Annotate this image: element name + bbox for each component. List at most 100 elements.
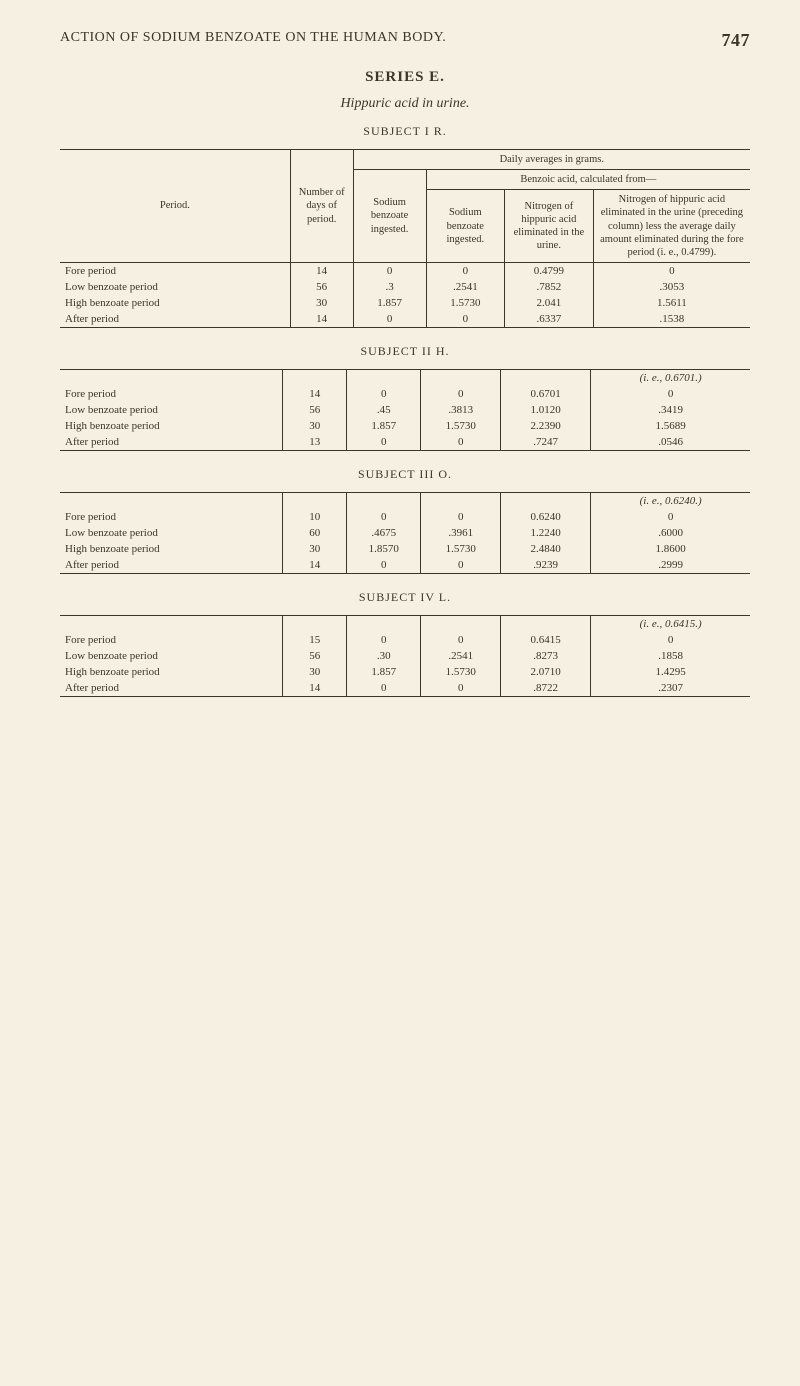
table-row: After period 14 0 0 .8722 .2307 — [60, 680, 750, 697]
cell: .9239 — [501, 557, 591, 574]
cell: 0 — [353, 262, 426, 279]
cell: 60 — [283, 525, 347, 541]
note-row: (i. e., 0.6701.) — [60, 369, 750, 386]
row-label: High benzoate period — [65, 420, 160, 432]
cell: 0 — [347, 509, 421, 525]
cell: 30 — [283, 418, 347, 434]
cell: 0.6240 — [501, 509, 591, 525]
cell: 0 — [426, 262, 504, 279]
row-label: After period — [65, 436, 119, 448]
row-label: Fore period — [65, 388, 116, 400]
cell: 1.857 — [347, 418, 421, 434]
cell: 2.4840 — [501, 541, 591, 557]
table-row: High benzoate period 30 1.857 1.5730 2.0… — [60, 295, 750, 311]
row-label: Low benzoate period — [65, 281, 158, 293]
series-title: SERIES E. — [60, 69, 750, 86]
row-label: Low benzoate period — [65, 650, 158, 662]
cell: 2.0710 — [501, 664, 591, 680]
col-benzoic-calc: Benzoic acid, calculated from— — [426, 170, 750, 190]
cell: .30 — [347, 648, 421, 664]
cell: 15 — [283, 632, 347, 648]
cell: 0 — [347, 434, 421, 451]
subject-heading-2: SUBJECT II H. — [60, 344, 750, 359]
col-daily-averages: Daily averages in grams. — [353, 150, 750, 170]
cell: 1.5730 — [421, 418, 501, 434]
table-row: Low benzoate period 56 .30 .2541 .8273 .… — [60, 648, 750, 664]
col-sb-ingested-2: Sodium benzoate ingested. — [426, 190, 504, 263]
col-nitrogen-long: Nitrogen of hippuric acid eliminated in … — [593, 190, 750, 263]
cell: 14 — [283, 386, 347, 402]
cell: 0 — [591, 386, 750, 402]
cell: .2307 — [591, 680, 750, 697]
note-row: (i. e., 0.6415.) — [60, 615, 750, 632]
cell: .1858 — [591, 648, 750, 664]
cell: 0 — [421, 680, 501, 697]
table-row: Low benzoate period 60 .4675 .3961 1.224… — [60, 525, 750, 541]
cell: 56 — [283, 402, 347, 418]
note-cell: (i. e., 0.6701.) — [591, 369, 750, 386]
cell: 0 — [347, 632, 421, 648]
cell: .7852 — [504, 279, 593, 295]
cell: .6000 — [591, 525, 750, 541]
table-row: Low benzoate period 56 .3 .2541 .7852 .3… — [60, 279, 750, 295]
cell: .6337 — [504, 311, 593, 328]
cell: 1.857 — [347, 664, 421, 680]
page: ACTION OF SODIUM BENZOATE ON THE HUMAN B… — [0, 0, 800, 753]
table-row: After period 14 0 0 .9239 .2999 — [60, 557, 750, 574]
subject-heading-4: SUBJECT IV L. — [60, 590, 750, 605]
table-subject-2: (i. e., 0.6701.) Fore period 14 0 0 0.67… — [60, 369, 750, 451]
row-label: After period — [65, 682, 119, 694]
running-head: ACTION OF SODIUM BENZOATE ON THE HUMAN B… — [60, 30, 750, 51]
row-label: Low benzoate period — [65, 527, 158, 539]
cell: 13 — [283, 434, 347, 451]
table-row: High benzoate period 30 1.857 1.5730 2.0… — [60, 664, 750, 680]
row-label: After period — [65, 559, 119, 571]
cell: 30 — [283, 541, 347, 557]
cell: 0 — [421, 509, 501, 525]
cell: .3961 — [421, 525, 501, 541]
row-label: High benzoate period — [65, 543, 160, 555]
subject-heading-3: SUBJECT III O. — [60, 467, 750, 482]
row-label: Low benzoate period — [65, 404, 158, 416]
page-number: 747 — [722, 30, 751, 51]
cell: 0 — [421, 434, 501, 451]
cell: .2541 — [421, 648, 501, 664]
cell: 1.5730 — [426, 295, 504, 311]
note-row: (i. e., 0.6240.) — [60, 492, 750, 509]
table-row: After period 13 0 0 .7247 .0546 — [60, 434, 750, 451]
cell: 0.4799 — [504, 262, 593, 279]
row-label: High benzoate period — [65, 666, 160, 678]
table-row: Fore period 14 0 0 0.6701 0 — [60, 386, 750, 402]
col-sb-ingested-1: Sodium benzoate ingested. — [353, 170, 426, 263]
cell: 1.4295 — [591, 664, 750, 680]
note-cell: (i. e., 0.6415.) — [591, 615, 750, 632]
cell: .4675 — [347, 525, 421, 541]
cell: 14 — [283, 680, 347, 697]
cell: 1.8600 — [591, 541, 750, 557]
cell: 2.041 — [504, 295, 593, 311]
cell: 1.5730 — [421, 541, 501, 557]
row-label: After period — [65, 313, 119, 325]
col-nitrogen-hippuric: Nitrogen of hippuric acid eliminated in … — [504, 190, 593, 263]
cell: 1.5689 — [591, 418, 750, 434]
cell: .45 — [347, 402, 421, 418]
cell: 14 — [290, 262, 353, 279]
cell: 56 — [283, 648, 347, 664]
row-label: Fore period — [65, 634, 116, 646]
cell: .8722 — [501, 680, 591, 697]
cell: 10 — [283, 509, 347, 525]
cell: 1.5611 — [593, 295, 750, 311]
cell: .0546 — [591, 434, 750, 451]
note-cell: (i. e., 0.6240.) — [591, 492, 750, 509]
cell: 0 — [347, 557, 421, 574]
table-row: Fore period 10 0 0 0.6240 0 — [60, 509, 750, 525]
cell: 0 — [347, 680, 421, 697]
cell: 1.8570 — [347, 541, 421, 557]
cell: 1.5730 — [421, 664, 501, 680]
row-label: Fore period — [65, 511, 116, 523]
cell: 0.6701 — [501, 386, 591, 402]
col-days: Number of days of period. — [290, 150, 353, 263]
cell: 14 — [290, 311, 353, 328]
cell: 1.0120 — [501, 402, 591, 418]
cell: 1.857 — [353, 295, 426, 311]
